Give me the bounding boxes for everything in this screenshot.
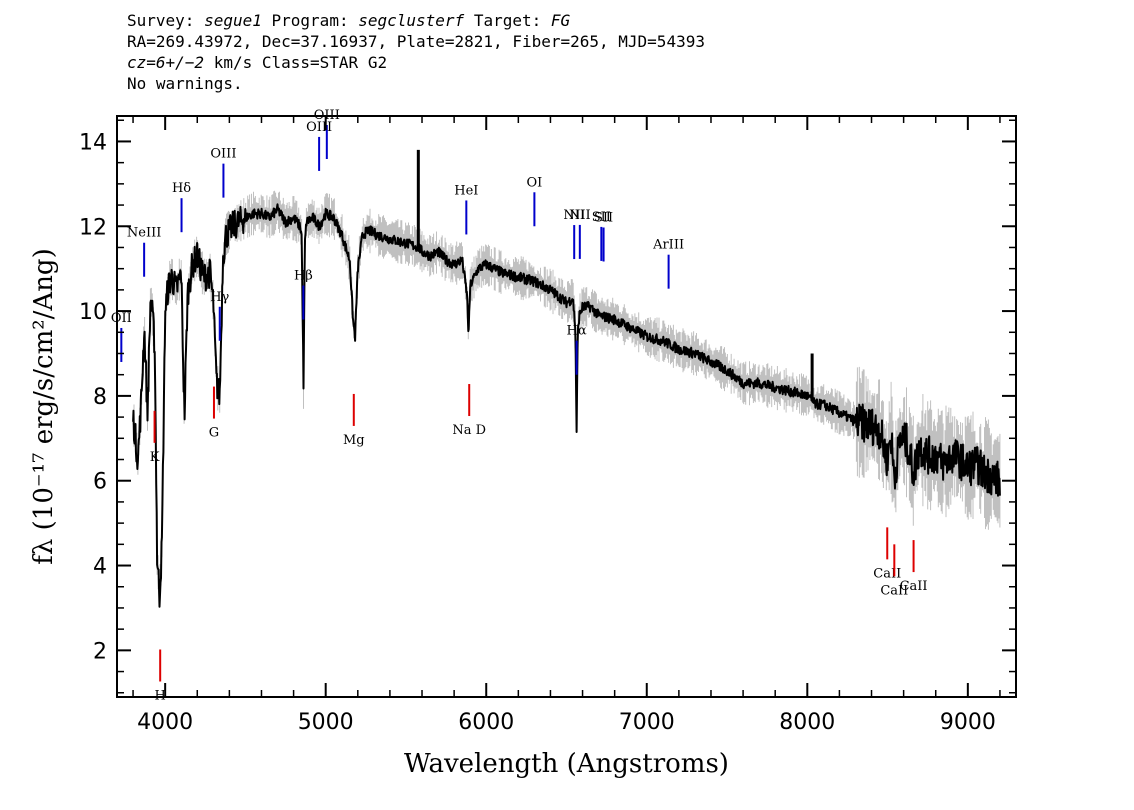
header-line-survey: Survey: segue1 Program: segclusterf Targ… (127, 10, 705, 31)
survey-value: segue1 (204, 11, 262, 30)
plot-frame (116, 115, 1017, 698)
error-band (132, 190, 1001, 606)
emission-label-3: Hγ (210, 290, 229, 305)
y-axis-label: fλ (10⁻¹⁷ erg/s/cm²/Ang) (29, 248, 59, 564)
y-tick-label-4: 10 (79, 300, 107, 325)
absorption-label-5: CaII (873, 566, 901, 581)
emission-label-4: OIII (210, 147, 236, 162)
x-tick-label-1: 5000 (298, 710, 354, 735)
target-label: Target: (473, 11, 542, 30)
emission-label-9: OI (526, 175, 542, 190)
y-tick-label-3: 8 (93, 385, 107, 410)
absorption-label-2: G (209, 426, 219, 441)
program-label: Program: (271, 11, 349, 30)
header-line-warnings: No warnings. (127, 74, 243, 93)
absorption-label-3: Mg (343, 433, 365, 448)
absorption-label-4: Na D (452, 423, 486, 438)
error-band-path (132, 190, 1001, 606)
y-tick-label-6: 14 (79, 130, 107, 155)
redshift-value: cz=6+/−2 (127, 53, 205, 72)
program-value: segclusterf (358, 11, 465, 30)
axis-ticks: 4000 5000 6000 7000 8000 9000 2 4 6 8 10 12 14 (79, 116, 1016, 735)
emission-label-8: HeI (454, 183, 478, 198)
flux-series (132, 149, 1001, 608)
target-value: FG (550, 11, 571, 30)
emission-label-13: SII (592, 210, 611, 225)
x-axis-label: Wavelength (Angstroms) (404, 749, 729, 779)
y-tick-label-2: 6 (93, 470, 107, 495)
absorption-label-7: CaII (900, 579, 928, 594)
header-line-redshift: cz=6+/−2 km/s Class=STAR G2 (127, 52, 705, 73)
emission-label-11: Hα (567, 324, 587, 339)
spectrum-header: Survey: segue1 Program: segclusterf Targ… (127, 10, 705, 94)
x-tick-label-5: 9000 (940, 710, 996, 735)
flux-line (132, 203, 1001, 608)
emission-label-5: Hβ (294, 269, 313, 284)
x-tick-label-3: 7000 (619, 710, 675, 735)
emission-label-0: OII (111, 311, 132, 326)
y-tick-label-5: 12 (79, 215, 107, 240)
x-tick-label-0: 4000 (137, 710, 193, 735)
emission-label-12: NII (569, 208, 591, 223)
x-tick-label-2: 6000 (458, 710, 514, 735)
x-tick-label-4: 8000 (779, 710, 835, 735)
y-tick-label-0: 2 (93, 639, 107, 664)
emission-label-15: ArIII (652, 238, 684, 253)
emission-label-1: NeIII (127, 226, 161, 241)
y-tick-label-1: 4 (93, 555, 107, 580)
emission-label-14: SII (594, 211, 613, 226)
emission-label-10: NII (563, 208, 585, 223)
absorption-label-6: CaII (880, 583, 908, 598)
class-value: km/s Class=STAR G2 (204, 53, 388, 72)
absorption-label-0: K (150, 450, 160, 465)
survey-label: Survey: (127, 11, 195, 30)
header-line-coordinates: RA=269.43972, Dec=37.16937, Plate=2821, … (127, 32, 705, 51)
emission-label-2: Hδ (172, 181, 191, 196)
